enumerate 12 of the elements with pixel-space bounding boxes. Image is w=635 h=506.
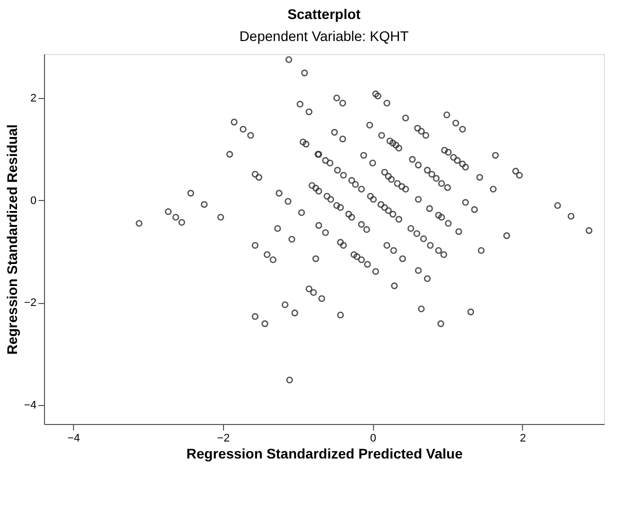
x-tick-label: 2 xyxy=(520,432,526,444)
chart-subtitle: Dependent Variable: KQHT xyxy=(239,28,410,44)
y-tick-label: −2 xyxy=(24,297,36,310)
x-tick-label: 0 xyxy=(370,432,376,444)
x-tick-label: −4 xyxy=(67,432,80,444)
y-tick-label: 0 xyxy=(30,194,36,207)
y-axis-title: Regression Standardized Residual xyxy=(4,124,20,355)
chart-title: Scatterplot xyxy=(287,6,361,22)
y-tick-label: 2 xyxy=(30,92,36,105)
x-tick-label: −2 xyxy=(217,432,230,444)
x-axis-title: Regression Standardized Predicted Value xyxy=(186,446,463,462)
y-tick-label: −4 xyxy=(24,400,36,412)
